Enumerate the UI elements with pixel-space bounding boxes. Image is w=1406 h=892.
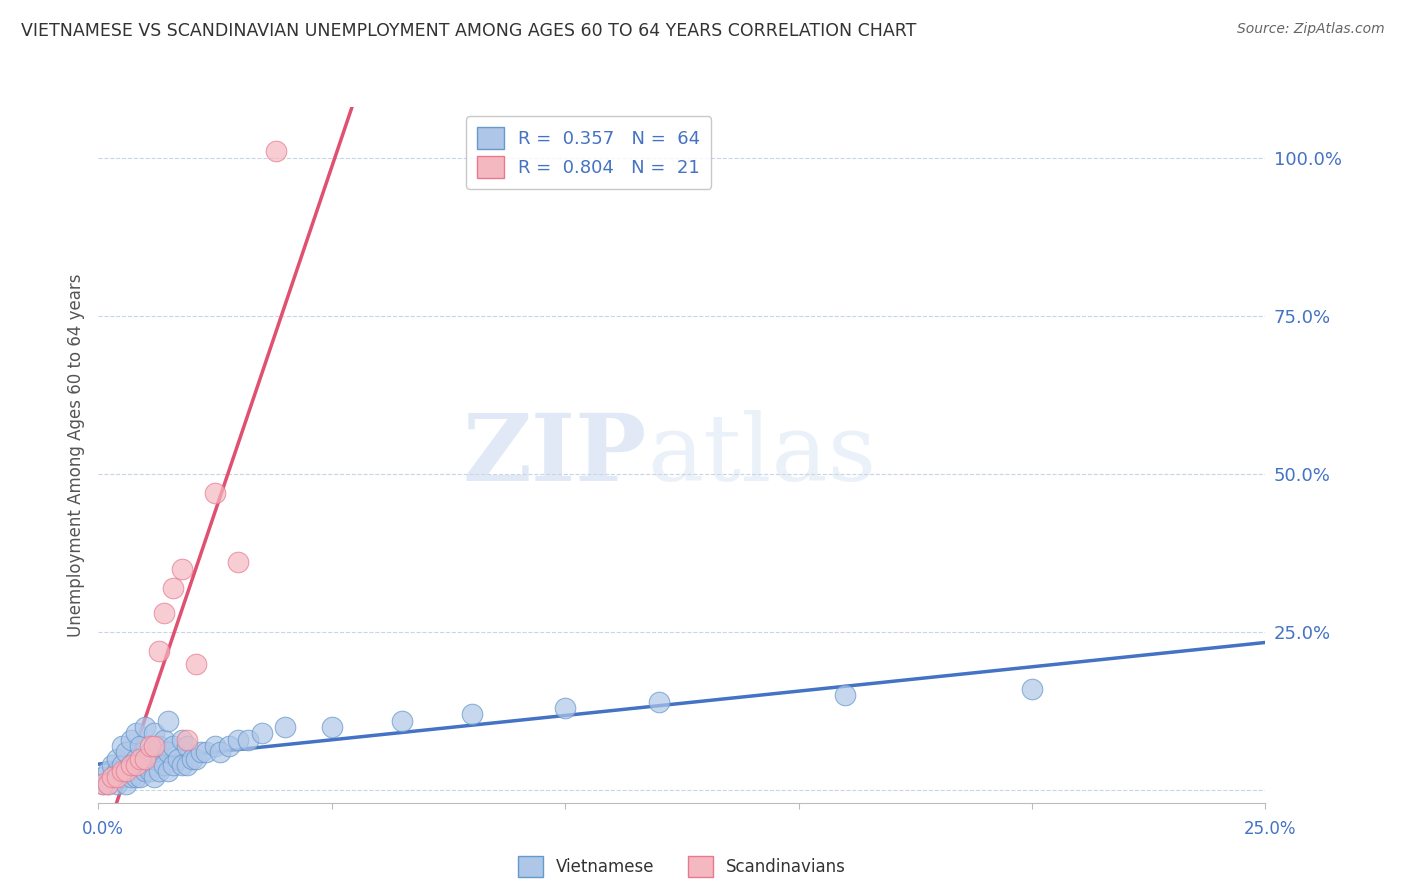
Point (186, 751, 208, 765)
Text: Source: ZipAtlas.com: Source: ZipAtlas.com (1237, 22, 1385, 37)
Text: 0.0%: 0.0% (82, 820, 124, 838)
Point (101, 771, 124, 785)
Point (143, 751, 166, 765)
Point (172, 757, 194, 772)
Point (152, 732, 174, 747)
Point (97, 764, 120, 779)
Point (204, 486, 226, 500)
Point (148, 644, 170, 658)
Point (129, 739, 152, 753)
Text: ZIP: ZIP (463, 410, 647, 500)
Point (97, 777, 120, 791)
Point (148, 764, 170, 779)
Point (111, 739, 134, 753)
Point (134, 751, 156, 765)
Point (120, 732, 142, 747)
Text: 25.0%: 25.0% (1243, 820, 1296, 838)
Point (186, 657, 208, 671)
Point (157, 714, 180, 728)
Point (125, 726, 148, 740)
Point (148, 739, 170, 753)
Point (134, 720, 156, 734)
Point (101, 757, 124, 772)
Point (264, 145, 287, 159)
Legend: Vietnamese, Scandinavians: Vietnamese, Scandinavians (509, 848, 855, 885)
Point (105, 771, 128, 785)
Point (115, 777, 138, 791)
Point (172, 732, 194, 747)
Point (105, 751, 128, 765)
Point (115, 745, 138, 759)
Point (157, 745, 180, 759)
Point (554, 701, 576, 715)
Point (91, 777, 114, 791)
Point (143, 726, 166, 740)
Y-axis label: Unemployment Among Ages 60 to 64 years: Unemployment Among Ages 60 to 64 years (66, 273, 84, 637)
Point (162, 739, 184, 753)
Point (204, 739, 226, 753)
Point (111, 764, 134, 779)
Point (120, 757, 142, 772)
Point (172, 562, 194, 576)
Point (250, 726, 273, 740)
Point (143, 739, 166, 753)
Point (134, 764, 156, 779)
Point (321, 720, 343, 734)
Point (120, 757, 142, 772)
Point (236, 732, 259, 747)
Point (208, 745, 231, 759)
Point (647, 695, 669, 709)
Point (125, 751, 148, 765)
Point (91, 771, 114, 785)
Point (129, 757, 152, 772)
Point (834, 688, 856, 702)
Point (218, 739, 240, 753)
Point (176, 732, 198, 747)
Point (391, 714, 413, 728)
Point (125, 771, 148, 785)
Point (176, 757, 198, 772)
Point (129, 751, 152, 765)
Point (461, 707, 484, 722)
Point (115, 764, 138, 779)
Point (194, 745, 217, 759)
Point (152, 606, 174, 620)
Point (166, 751, 188, 765)
Point (190, 745, 212, 759)
Point (176, 739, 198, 753)
Point (157, 764, 180, 779)
Point (134, 751, 156, 765)
Point (143, 771, 166, 785)
Point (105, 764, 128, 779)
Point (120, 771, 142, 785)
Point (162, 581, 184, 595)
Point (111, 771, 134, 785)
Point (274, 720, 297, 734)
Text: atlas: atlas (647, 410, 876, 500)
Point (105, 777, 128, 791)
Point (115, 764, 138, 779)
Point (228, 556, 250, 570)
Point (139, 745, 162, 759)
Point (129, 771, 152, 785)
Point (228, 732, 250, 747)
Point (180, 751, 202, 765)
Point (139, 764, 162, 779)
Point (101, 771, 124, 785)
Point (91, 777, 114, 791)
Text: VIETNAMESE VS SCANDINAVIAN UNEMPLOYMENT AMONG AGES 60 TO 64 YEARS CORRELATION CH: VIETNAMESE VS SCANDINAVIAN UNEMPLOYMENT … (21, 22, 917, 40)
Point (97, 777, 120, 791)
Point (162, 757, 184, 772)
Point (111, 757, 134, 772)
Point (139, 739, 162, 753)
Point (125, 757, 148, 772)
Point (152, 757, 174, 772)
Point (1021, 681, 1043, 696)
